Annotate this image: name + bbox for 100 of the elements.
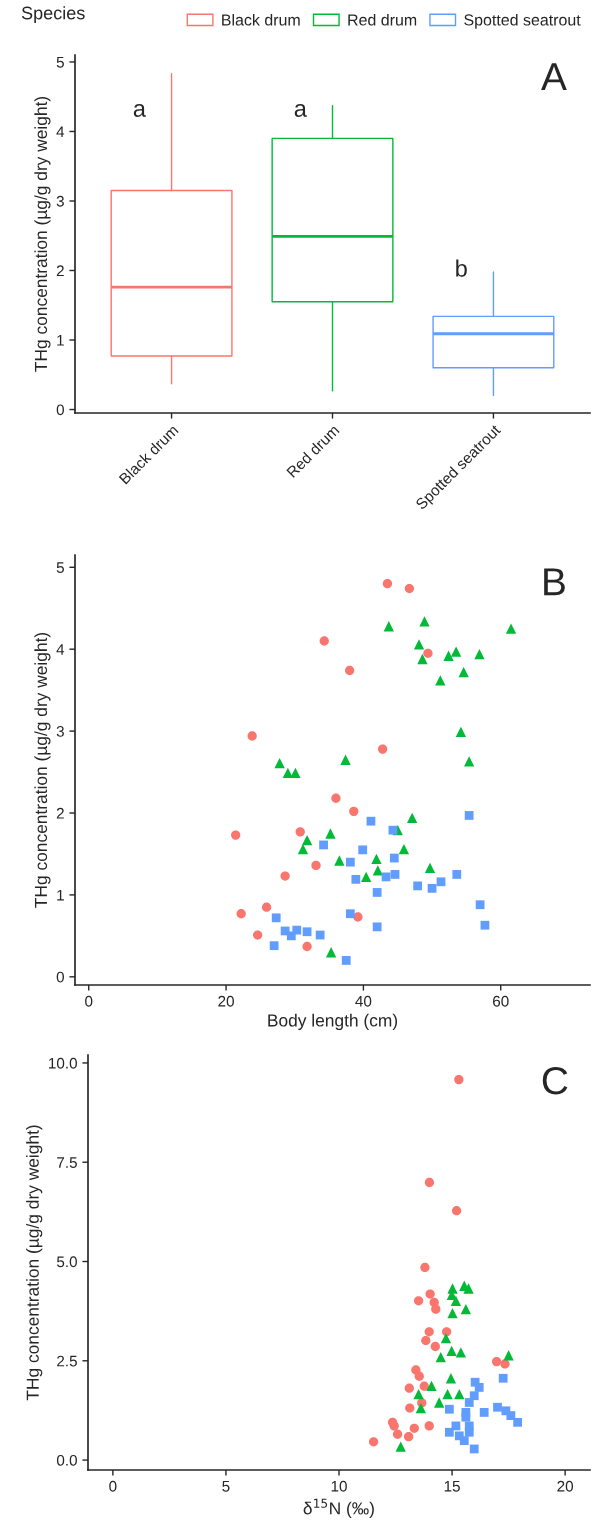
point <box>431 1304 441 1314</box>
point <box>421 1335 431 1346</box>
point <box>280 871 290 881</box>
point <box>274 757 285 769</box>
point <box>464 1398 474 1407</box>
point <box>388 825 398 835</box>
point <box>311 860 321 871</box>
point <box>389 1421 399 1431</box>
point <box>413 1296 424 1306</box>
point <box>236 909 246 919</box>
point <box>351 874 361 884</box>
x-tick-label: 60 <box>493 995 509 1007</box>
point <box>442 1389 453 1400</box>
legend-label: Red drum <box>348 13 417 26</box>
x-tick-label: 0 <box>109 1480 117 1492</box>
point <box>292 925 302 935</box>
point <box>451 1206 462 1216</box>
point <box>398 843 410 855</box>
point <box>382 579 393 589</box>
point <box>319 840 328 850</box>
x-tick-label: 5 <box>222 1480 230 1492</box>
point <box>469 1444 479 1454</box>
y-tick-label: 1 <box>57 889 64 901</box>
point <box>461 1412 471 1422</box>
point <box>345 665 355 676</box>
point <box>420 1262 430 1273</box>
point <box>460 1304 472 1315</box>
point <box>444 1404 454 1414</box>
point <box>479 1408 489 1417</box>
point <box>445 1373 457 1384</box>
legend-label: Black drum <box>222 13 300 26</box>
point <box>454 1389 465 1400</box>
point <box>464 756 475 767</box>
point <box>404 583 415 594</box>
point <box>498 1373 508 1383</box>
point <box>319 636 329 646</box>
point <box>443 650 454 661</box>
point <box>424 1421 434 1431</box>
y-tick-label: 2.5 <box>57 1355 77 1367</box>
point <box>381 872 391 882</box>
point <box>503 1350 514 1361</box>
point <box>440 1333 452 1344</box>
y-tick-label: 2 <box>56 807 64 819</box>
point <box>409 1423 419 1433</box>
point <box>403 1431 414 1442</box>
point <box>404 1383 414 1393</box>
y-tick-label: 1 <box>57 335 64 346</box>
point <box>315 930 325 940</box>
point <box>513 1417 523 1427</box>
point <box>415 1402 427 1414</box>
point <box>505 623 517 634</box>
point <box>372 922 382 932</box>
point <box>340 754 351 765</box>
point <box>358 845 368 855</box>
y-tick-label: 3 <box>56 725 64 737</box>
point <box>434 1397 445 1408</box>
point <box>463 1283 474 1294</box>
point <box>500 1359 510 1369</box>
y-tick-label: 7.5 <box>57 1157 77 1168</box>
point <box>334 855 345 866</box>
x-tick-label: 20 <box>557 1480 574 1492</box>
annotation: C <box>542 1066 568 1095</box>
point <box>447 1307 458 1319</box>
point <box>450 646 462 657</box>
point <box>302 941 312 952</box>
point <box>325 828 336 839</box>
legend-label: Spotted seatrout <box>464 13 581 29</box>
point <box>424 1327 434 1337</box>
x-tick-label: 15 <box>444 1480 460 1492</box>
y-axis-title: THg concentration (µg/g dry weight) <box>34 96 51 372</box>
point <box>395 1441 406 1452</box>
x-tick-label: 0 <box>85 995 93 1007</box>
x-tick-label: 20 <box>218 995 234 1007</box>
point <box>454 1074 464 1085</box>
y-tick-label: 2 <box>56 265 64 277</box>
point <box>371 853 382 865</box>
point <box>414 1371 424 1381</box>
point <box>427 883 437 893</box>
point <box>331 793 341 803</box>
point <box>425 1289 435 1299</box>
x-axis-title: δ$^{15}$N (‰) <box>303 1498 374 1518</box>
y-tick-label: 0.0 <box>56 1454 77 1466</box>
legend-title: Species <box>21 6 85 23</box>
point <box>446 1345 457 1357</box>
point <box>297 843 309 855</box>
y-tick-label: 10.0 <box>49 1057 77 1069</box>
x-tick-label: 10 <box>331 1480 347 1492</box>
point <box>345 909 355 919</box>
point <box>506 1411 516 1420</box>
point <box>413 639 425 650</box>
y-axis-title: THg concentration (µg/g dry weight) <box>34 632 51 908</box>
annotation: A <box>541 63 567 91</box>
point <box>474 1383 484 1392</box>
y-tick-label: 3 <box>56 195 64 207</box>
annotation: a <box>294 104 307 117</box>
point <box>419 616 430 627</box>
y-tick-label: 4 <box>56 126 65 137</box>
point <box>424 1177 435 1188</box>
annotation: b <box>456 259 467 277</box>
point <box>383 621 394 632</box>
